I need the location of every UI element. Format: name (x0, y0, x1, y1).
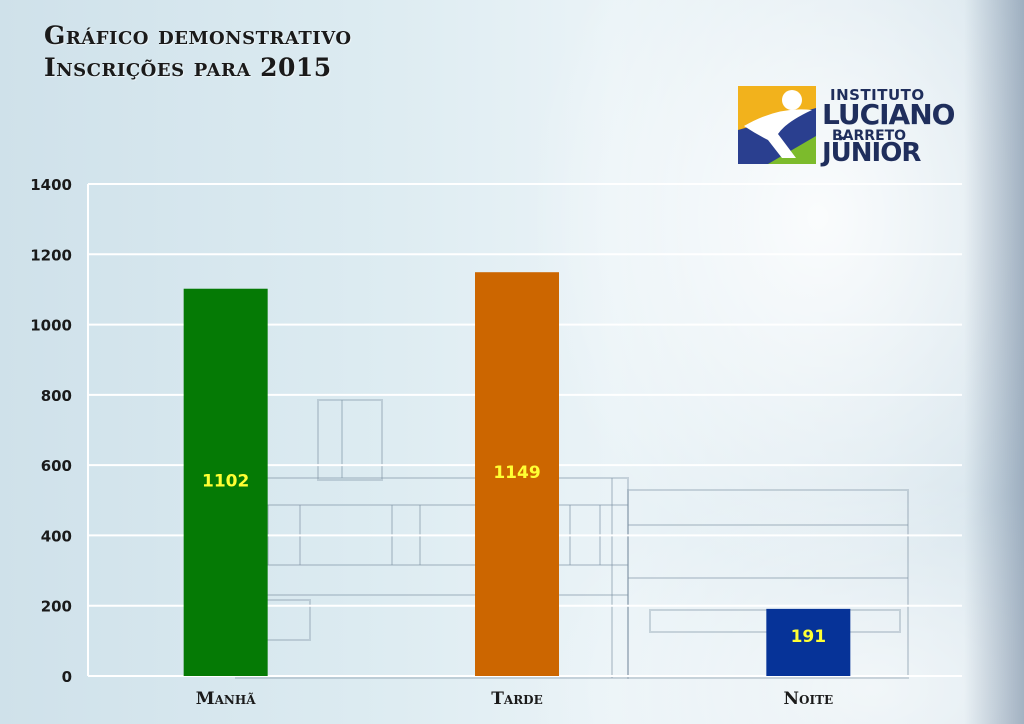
logo-line1: INSTITUTO (830, 86, 925, 104)
bar-manha (183, 288, 268, 676)
y-tick-label: 1000 (30, 317, 72, 335)
data-label-noite: 191 (791, 627, 827, 647)
background-edge-shade (964, 0, 1024, 724)
y-tick-label: 200 (41, 598, 72, 616)
logo-line2: LUCIANO (822, 98, 955, 131)
chart-title-line2: Inscrições para 2015 (44, 53, 332, 82)
chart-title-line1: Gráfico demonstrativo (44, 21, 352, 50)
x-tick-label-manha: Manhã (196, 689, 256, 709)
data-label-tarde: 1149 (493, 463, 540, 483)
logo-line4: JÚNIOR (822, 138, 921, 168)
data-label-manha: 1102 (202, 471, 249, 491)
y-tick-label: 800 (41, 387, 72, 405)
y-tick-label: 600 (41, 457, 72, 475)
x-axis: Manhã Tarde Noite (196, 689, 833, 709)
y-tick-label: 400 (41, 527, 72, 545)
bars (183, 272, 851, 676)
institute-logo: INSTITUTO LUCIANO BARRETO JÚNIOR (738, 86, 955, 170)
x-tick-label-noite: Noite (783, 689, 833, 709)
y-tick-label: 1200 (30, 246, 72, 264)
bar-noite (766, 608, 851, 676)
y-tick-label: 1400 (30, 176, 72, 194)
logo-line3: BARRETO (832, 128, 907, 144)
y-tick-label: 0 (62, 668, 72, 686)
bar-tarde (475, 272, 559, 676)
logo-emblem-icon (738, 86, 816, 164)
x-tick-label-tarde: Tarde (491, 689, 543, 709)
data-labels: 1102 1149 191 (202, 463, 826, 647)
chart-title: Gráfico demonstrativo Inscrições para 20… (44, 20, 352, 84)
y-axis: 0 200 400 600 800 1000 1200 1400 (30, 176, 89, 686)
